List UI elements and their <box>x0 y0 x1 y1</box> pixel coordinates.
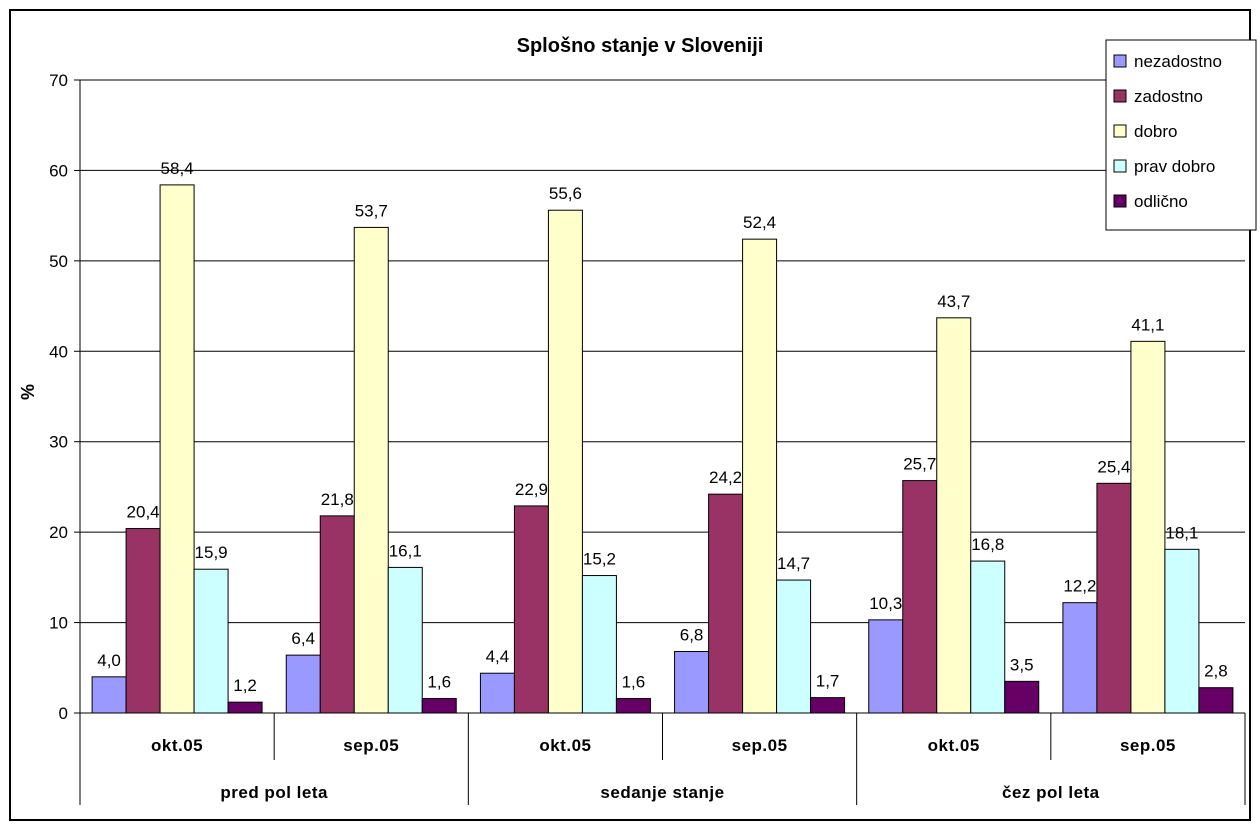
legend-label: dobro <box>1134 122 1177 141</box>
y-tick-label: 60 <box>49 161 68 180</box>
legend: nezadostno zadostno dobro prav dobro odlično <box>1105 39 1257 231</box>
legend-label: prav dobro <box>1134 157 1215 176</box>
data-label: 3,5 <box>1010 655 1034 674</box>
category-label: okt.05 <box>928 736 980 755</box>
bar <box>479 672 515 714</box>
category-label: sep.05 <box>343 736 399 755</box>
bar <box>125 528 161 714</box>
data-label: 4,4 <box>486 647 510 666</box>
bar <box>1004 680 1040 714</box>
bar <box>1130 340 1166 714</box>
y-tick-label: 30 <box>49 433 68 452</box>
bar <box>159 184 195 714</box>
data-label: 22,9 <box>515 480 548 499</box>
y-tick-label: 20 <box>49 523 68 542</box>
data-label: 15,9 <box>195 543 228 562</box>
bar <box>193 568 229 714</box>
data-label: 41,1 <box>1131 315 1164 334</box>
data-label: 1,6 <box>622 673 646 692</box>
legend-label: zadostno <box>1134 87 1203 106</box>
chart-title: Splošno stanje v Sloveniji <box>517 35 764 57</box>
y-tick-label: 70 <box>49 71 68 90</box>
bar <box>285 654 321 714</box>
bar <box>421 698 457 714</box>
bar <box>387 566 423 714</box>
legend-swatch <box>1113 194 1127 208</box>
bar <box>1062 602 1098 714</box>
bar <box>708 493 744 714</box>
category-label: okt.05 <box>539 736 591 755</box>
data-label: 16,1 <box>389 541 422 560</box>
y-tick-label: 0 <box>59 704 68 723</box>
data-label: 21,8 <box>321 490 354 509</box>
legend-box <box>1105 39 1257 231</box>
legend-label: odlično <box>1134 192 1188 211</box>
data-label: 18,1 <box>1165 523 1198 542</box>
data-label: 53,7 <box>355 201 388 220</box>
bar <box>581 575 617 714</box>
bar <box>902 480 938 714</box>
data-label: 12,2 <box>1063 577 1096 596</box>
data-label: 25,7 <box>903 455 936 474</box>
data-label: 16,8 <box>971 535 1004 554</box>
y-tick-label: 40 <box>49 342 68 361</box>
bar <box>227 701 263 714</box>
bar <box>810 697 846 714</box>
y-tick-label: 50 <box>49 252 68 271</box>
data-label: 6,8 <box>680 626 704 645</box>
data-label: 1,6 <box>427 673 451 692</box>
bar <box>547 209 583 714</box>
data-label: 24,2 <box>709 468 742 487</box>
category-label: okt.05 <box>151 736 203 755</box>
data-label: 15,2 <box>583 550 616 569</box>
bar <box>1164 548 1200 714</box>
data-label: 52,4 <box>743 213 776 232</box>
group-label: sedanje stanje <box>600 783 724 802</box>
bar <box>513 505 549 714</box>
data-label: 2,8 <box>1204 662 1228 681</box>
bar <box>970 560 1006 714</box>
legend-swatch <box>1113 124 1127 138</box>
legend-swatch <box>1113 89 1127 103</box>
bar <box>1198 687 1234 714</box>
data-label: 10,3 <box>869 594 902 613</box>
y-tick-label: 10 <box>49 614 68 633</box>
data-label: 43,7 <box>937 292 970 311</box>
legend-label: nezadostno <box>1134 52 1222 71</box>
bar <box>674 651 710 714</box>
bar <box>936 317 972 714</box>
data-label: 1,7 <box>816 672 840 691</box>
bar <box>91 676 127 714</box>
data-label: 14,7 <box>777 554 810 573</box>
bar <box>353 226 389 714</box>
data-label: 25,4 <box>1097 457 1130 476</box>
bar <box>868 619 904 714</box>
category-label: sep.05 <box>1120 736 1176 755</box>
bar <box>319 515 355 714</box>
bar <box>1096 482 1132 714</box>
data-label: 20,4 <box>127 503 160 522</box>
data-label: 6,4 <box>291 629 315 648</box>
group-label: pred pol leta <box>220 783 328 802</box>
data-label: 1,2 <box>233 676 257 695</box>
data-label: 4,0 <box>97 651 121 670</box>
data-label: 58,4 <box>161 159 194 178</box>
data-label: 55,6 <box>549 184 582 203</box>
y-axis-title: % <box>18 384 38 400</box>
bar <box>776 579 812 714</box>
group-label: čez pol leta <box>1002 783 1100 802</box>
category-label: sep.05 <box>732 736 788 755</box>
bar <box>742 238 778 714</box>
bar <box>615 698 651 714</box>
plot-area: 0 10 20 30 40 50 60 70 4,0 6,4 4,4 6,8 10,3 12,2 20,4 2… <box>49 71 1246 805</box>
legend-swatch <box>1113 159 1127 173</box>
legend-swatch <box>1113 54 1127 68</box>
